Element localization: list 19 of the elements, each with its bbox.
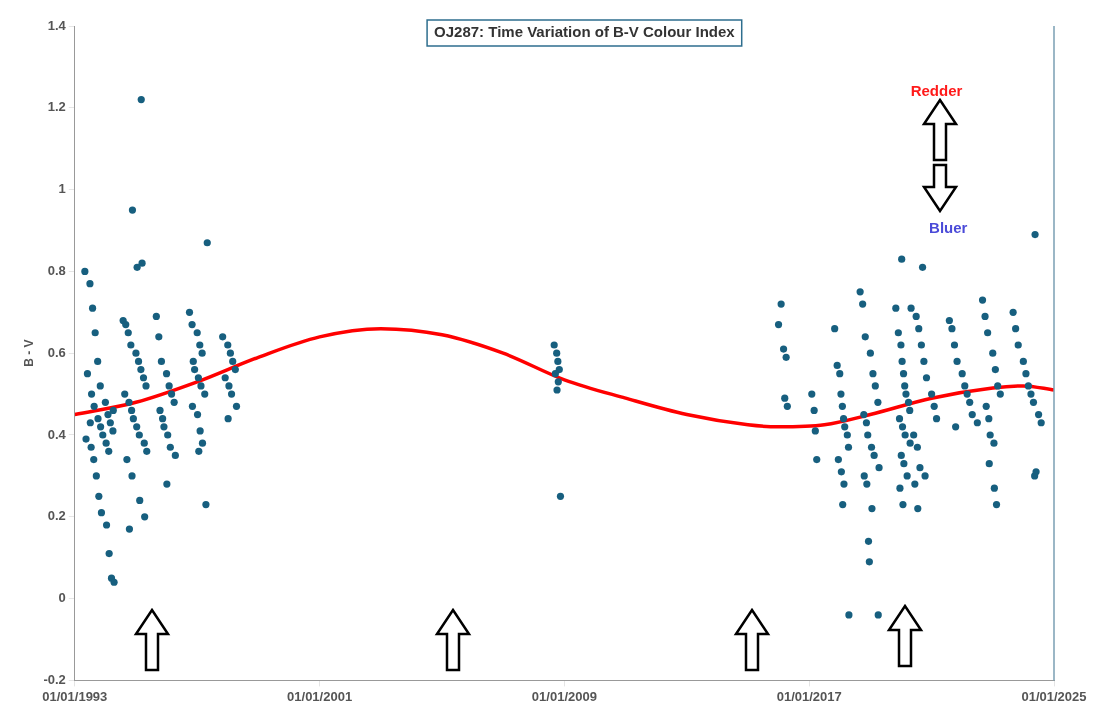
y-tick-label: 1.4 — [47, 17, 67, 33]
annotation: Redder — [910, 81, 963, 99]
x-tick-label: 01/01/1993 — [42, 688, 108, 704]
x-tick-label: 01/01/2001 — [287, 688, 353, 704]
x-tick-label: 01/01/2009 — [531, 688, 597, 704]
y-tick-label: 0.4 — [47, 426, 67, 442]
x-tick-label: 01/01/2025 — [1021, 688, 1087, 704]
annotation: Bluer — [929, 219, 968, 236]
y-axis-title: B - V — [21, 339, 36, 367]
chart-title: OJ287: Time Variation of B-V Colour Index — [434, 23, 736, 41]
line-series — [74, 326, 1054, 429]
y-tick-label: -0.2 — [43, 671, 66, 687]
y-tick-label: 0.6 — [47, 344, 66, 360]
y-tick-label: 0.8 — [47, 262, 66, 278]
x-tick-label: 01/01/2017 — [776, 688, 842, 704]
y-tick-label: 0 — [58, 590, 66, 606]
y-tick-label: 0.2 — [47, 508, 66, 524]
y-tick-label: 1 — [58, 181, 66, 197]
y-tick-label: 1.2 — [47, 99, 66, 115]
